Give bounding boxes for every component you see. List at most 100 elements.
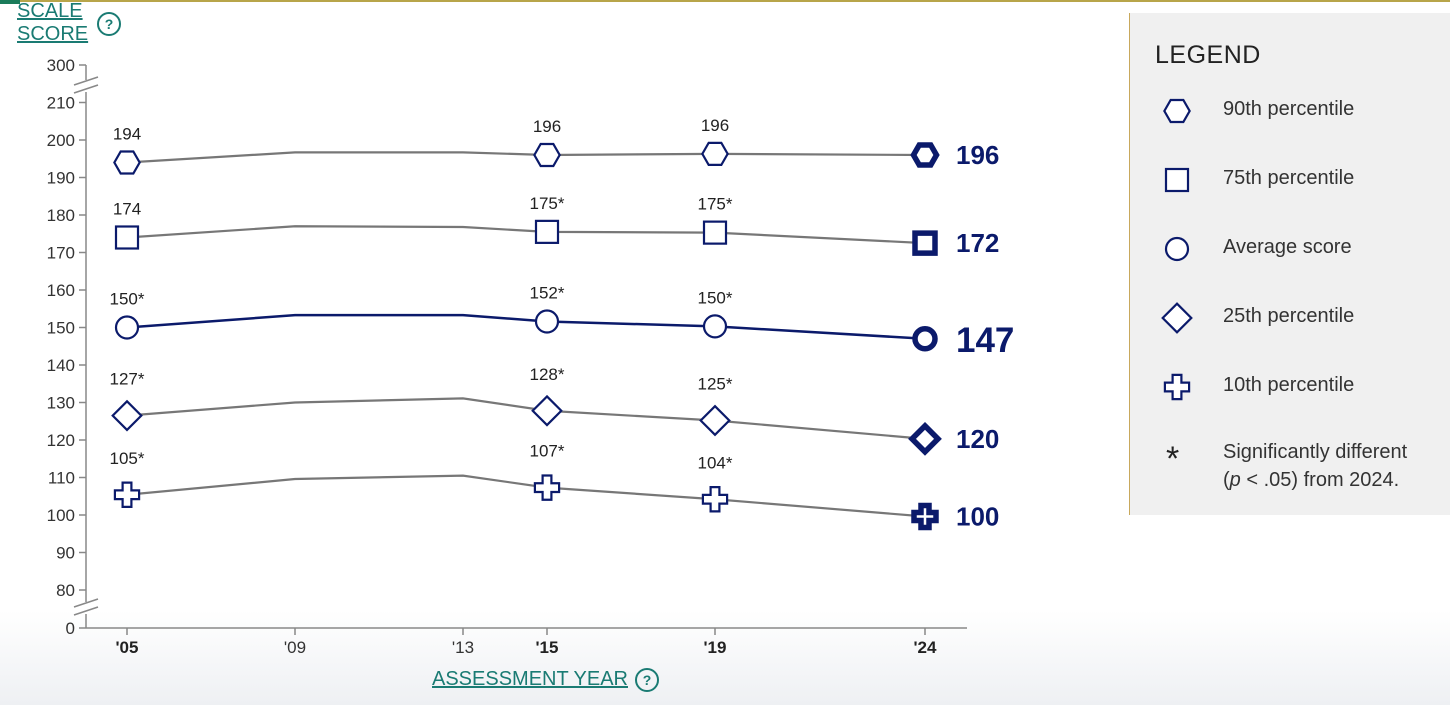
data-label-diamond: 127* — [110, 370, 145, 389]
legend-item-label: 90th percentile — [1223, 98, 1355, 120]
top-rule — [0, 0, 1450, 2]
y-tick-label: 210 — [47, 94, 75, 113]
x-axis-title[interactable]: ASSESSMENT YEAR — [432, 668, 628, 690]
x-tick-label: '05 — [116, 638, 139, 657]
data-label-cross: 104* — [698, 453, 733, 472]
y-tick-label: 300 — [47, 56, 75, 75]
marker-circle — [114, 315, 140, 340]
legend-item-label: 75th percentile — [1223, 167, 1355, 189]
data-label-circle: 150* — [110, 290, 145, 309]
legend-item-label: Average score — [1223, 236, 1352, 258]
y-axis-help-icon[interactable]: ? — [97, 12, 121, 36]
square-icon — [1164, 167, 1190, 193]
marker-square — [114, 225, 140, 250]
marker-cross — [701, 486, 729, 513]
series-line-cross — [126, 474, 926, 518]
axis-break-mark — [73, 598, 99, 608]
data-label-hexagon: 196 — [533, 117, 561, 136]
series-line-square — [126, 225, 926, 245]
y-axis-title[interactable]: SCALE SCORE — [17, 0, 88, 46]
y-tick-label: 160 — [47, 281, 75, 300]
marker-circle — [534, 309, 560, 334]
data-label-square: 175* — [530, 194, 565, 213]
y-tick-label: 150 — [47, 319, 75, 338]
x-tick-label: '19 — [704, 638, 727, 657]
marker-hexagon — [701, 141, 729, 166]
chart-ticks: 0 80 90 100 110 120 130 140 150 160 170 180 190 200 21… — [47, 56, 937, 657]
y-tick-label: 200 — [47, 131, 75, 150]
series-line-circle — [126, 313, 926, 340]
y-tick-label: 130 — [47, 394, 75, 413]
data-label-cross: 105* — [110, 449, 145, 468]
y-tick-label: 0 — [66, 619, 75, 638]
legend-note-line2-rest: < .05) from 2024. — [1240, 469, 1400, 491]
marker-square-2024 — [912, 230, 938, 256]
y-tick-label: 120 — [47, 431, 75, 450]
axis-break-gap — [80, 80, 92, 92]
legend-note-text: Significantly different (p < .05) from 2… — [1223, 438, 1407, 494]
legend-item-diamond: 25th percentile — [1130, 295, 1450, 335]
legend-note-p: p — [1229, 469, 1241, 491]
marker-hexagon-2024 — [910, 142, 940, 168]
bottom-fade — [0, 610, 1450, 705]
axis-break-mark — [73, 76, 99, 86]
top-accent-bar — [0, 0, 20, 4]
series-line-hexagon — [126, 151, 926, 164]
data-label-cross: 107* — [530, 442, 565, 461]
x-tick-label: '15 — [536, 638, 559, 657]
legend-item-cross: 10th percentile — [1130, 364, 1450, 404]
diamond-icon — [1161, 302, 1193, 334]
circle-shape — [1164, 236, 1190, 262]
chart-series-lines — [126, 151, 926, 518]
cross-icon — [1163, 373, 1191, 401]
data-label-square: 175* — [698, 195, 733, 214]
legend-significance-note: * Significantly different (p < .05) from… — [1130, 438, 1450, 498]
data-label-circle: 152* — [530, 284, 565, 303]
data-label-diamond: 125* — [698, 375, 733, 394]
square-shape — [1164, 167, 1190, 193]
asterisk-icon: * — [1166, 440, 1180, 478]
data-label-hexagon: 196 — [701, 116, 729, 135]
data-label-diamond: 128* — [530, 365, 565, 384]
y-axis-title-line1: SCALE — [17, 0, 83, 22]
series-line-diamond — [126, 397, 926, 440]
legend-note-line1: Significantly different — [1223, 441, 1408, 463]
marker-circle-2024 — [912, 326, 938, 352]
end-value-label-square: 172 — [956, 228, 999, 258]
diamond-shape — [1161, 302, 1193, 334]
marker-hexagon — [113, 150, 141, 175]
data-label-circle: 150* — [698, 288, 733, 307]
axis-break-gap — [80, 602, 92, 614]
end-value-label-hexagon: 196 — [956, 140, 999, 170]
chart-axes — [73, 65, 967, 629]
marker-cross — [533, 474, 561, 501]
marker-circle — [702, 314, 728, 339]
legend-item-circle: Average score — [1130, 226, 1450, 266]
end-value-label-circle: 147 — [956, 321, 1014, 360]
x-tick-label: '24 — [914, 638, 937, 657]
marker-diamond — [531, 394, 563, 427]
marker-hexagon — [533, 142, 561, 168]
hexagon-shape — [1163, 98, 1191, 124]
legend-note-line2: (p < .05) from 2024. — [1223, 469, 1400, 491]
legend-item-label: 25th percentile — [1223, 305, 1355, 327]
circle-icon — [1164, 236, 1190, 262]
axis-break-mark — [73, 606, 99, 616]
y-tick-label: 90 — [56, 544, 75, 563]
y-tick-label: 140 — [47, 356, 75, 375]
marker-square — [702, 220, 728, 245]
y-tick-label: 170 — [47, 244, 75, 263]
axis-break-mark — [73, 84, 99, 94]
y-tick-label: 110 — [48, 469, 75, 488]
x-axis-help-icon[interactable]: ? — [635, 668, 659, 692]
marker-square — [534, 219, 560, 244]
y-tick-label: 80 — [56, 581, 75, 600]
y-tick-label: 100 — [47, 506, 75, 525]
line-chart: 0 80 90 100 110 120 130 140 150 160 170 180 190 200 21… — [47, 56, 1015, 657]
chart-markers — [111, 141, 942, 531]
y-axis-title-line2: SCORE — [17, 23, 89, 45]
marker-diamond — [699, 404, 731, 437]
cross-shape — [1163, 373, 1191, 401]
end-value-label-cross: 100 — [956, 502, 999, 532]
legend-panel: LEGEND 90th percentile 75th percentile Ave… — [1129, 13, 1450, 515]
